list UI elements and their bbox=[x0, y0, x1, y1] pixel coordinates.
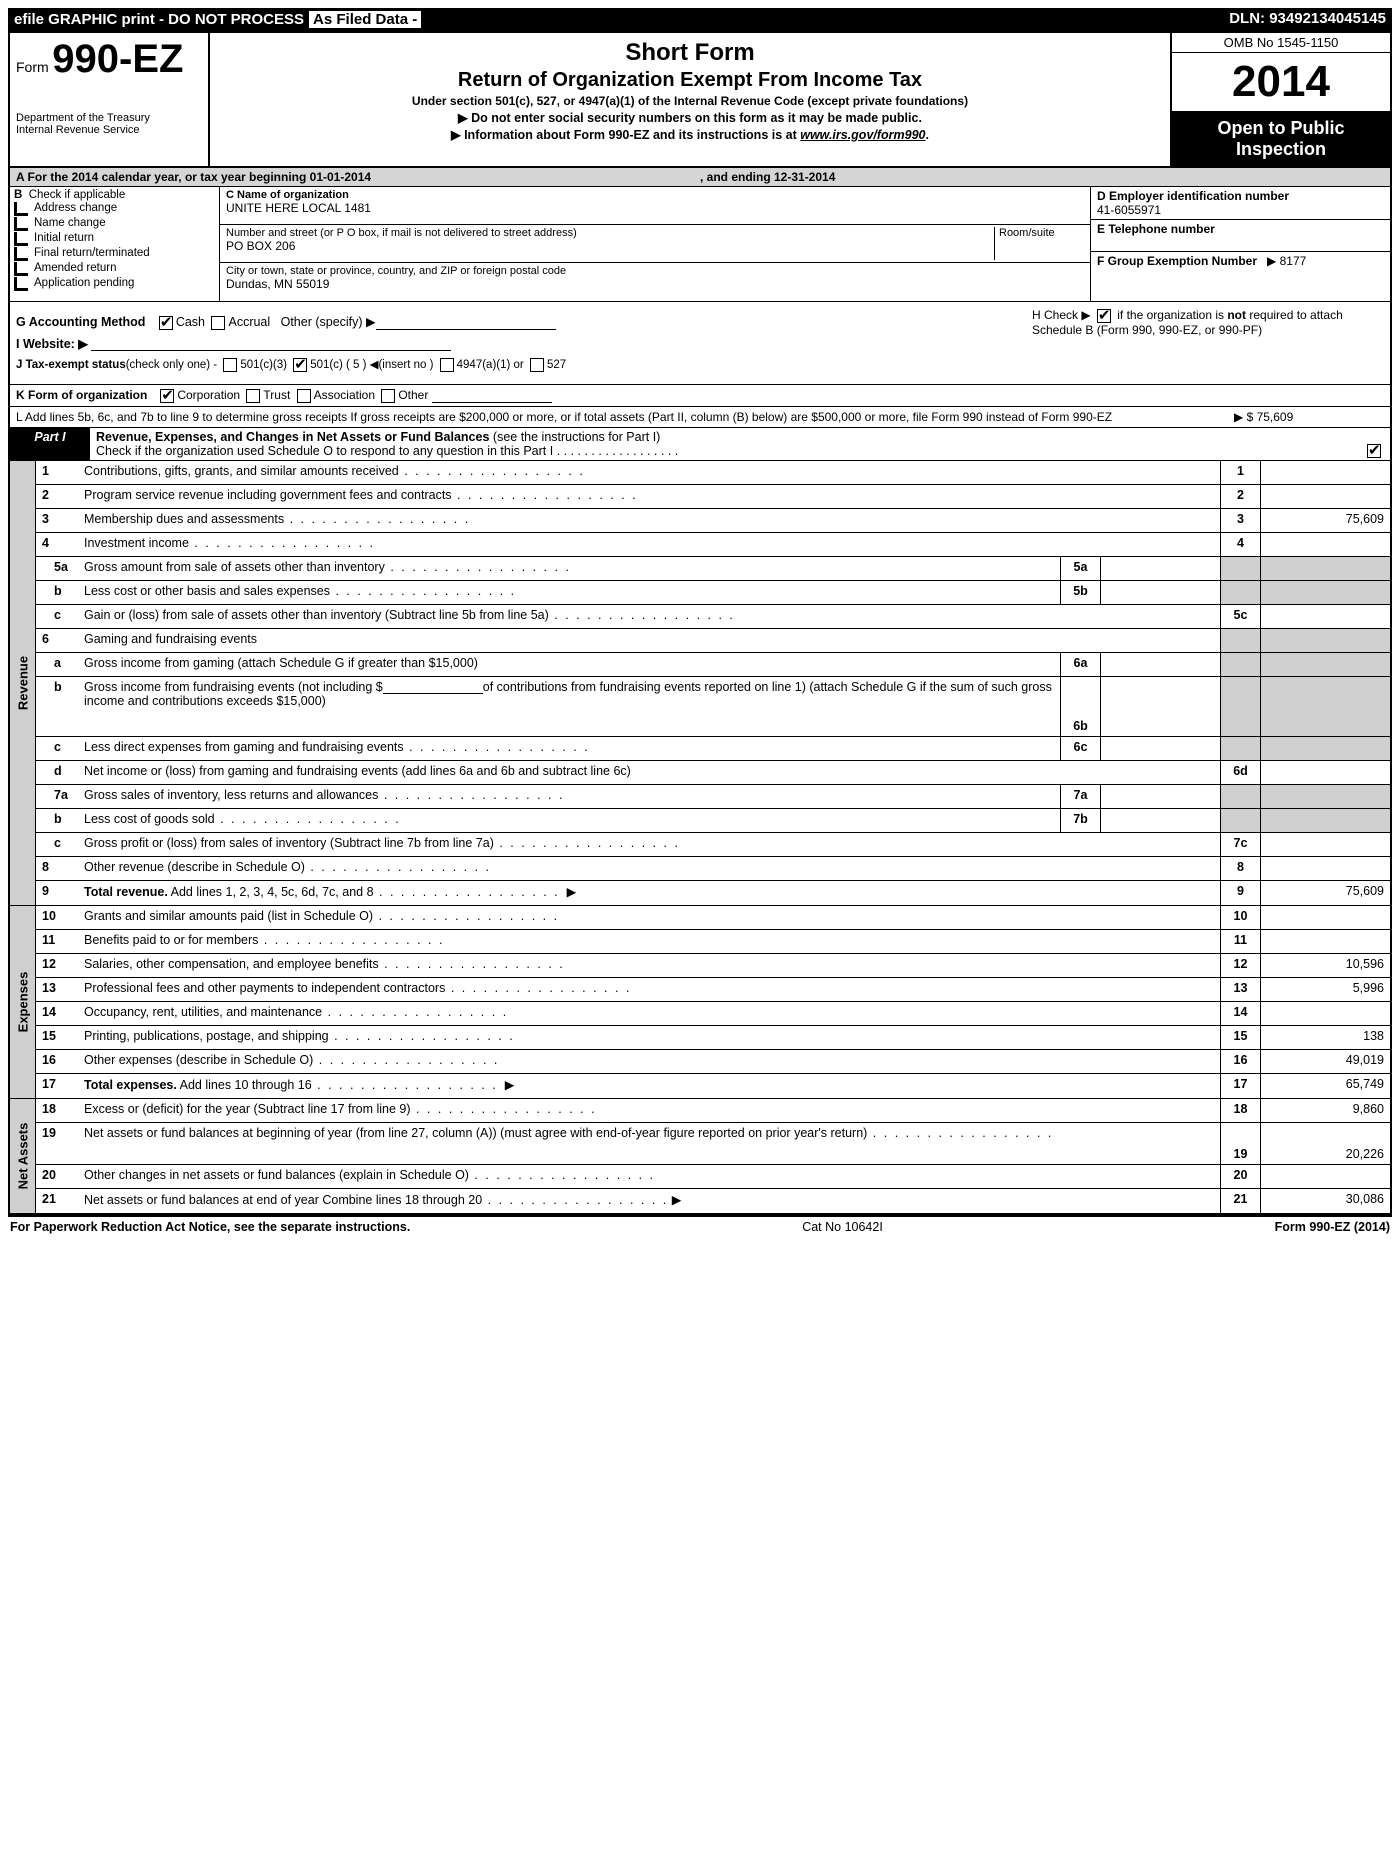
group-exemption: ▶ 8177 bbox=[1267, 254, 1306, 268]
chk-cash[interactable] bbox=[159, 316, 173, 330]
dept2: Internal Revenue Service bbox=[16, 124, 202, 136]
chk-accrual[interactable] bbox=[211, 316, 225, 330]
row-a-end: , and ending 12-31-2014 bbox=[700, 170, 835, 184]
chk-schedule-o[interactable] bbox=[1367, 444, 1381, 458]
val-18: 9,860 bbox=[1260, 1099, 1390, 1122]
omb: OMB No 1545-1150 bbox=[1172, 33, 1390, 53]
chk-initial[interactable] bbox=[14, 232, 28, 246]
dln: DLN: 93492134045145 bbox=[1229, 10, 1386, 29]
chk-schedule-b[interactable] bbox=[1097, 309, 1111, 323]
val-3: 75,609 bbox=[1260, 509, 1390, 532]
chk-name[interactable] bbox=[14, 217, 28, 231]
tax-year: 2014 bbox=[1172, 53, 1390, 112]
chk-address[interactable] bbox=[14, 202, 28, 216]
form-word: Form bbox=[16, 59, 49, 75]
chk-other-org[interactable] bbox=[381, 389, 395, 403]
c-col: C Name of organization UNITE HERE LOCAL … bbox=[220, 187, 1090, 301]
row-k: K Form of organization Corporation Trust… bbox=[10, 385, 1390, 407]
efile-label: efile GRAPHIC print - DO NOT PROCESS bbox=[14, 11, 304, 28]
as-filed-blank bbox=[426, 19, 444, 21]
revenue-grid: Revenue 1Contributions, gifts, grants, a… bbox=[10, 461, 1390, 906]
chk-501c3[interactable] bbox=[223, 358, 237, 372]
val-21: 30,086 bbox=[1260, 1189, 1390, 1213]
side-revenue: Revenue bbox=[15, 655, 30, 709]
chk-pending[interactable] bbox=[14, 277, 28, 291]
val-17: 65,749 bbox=[1260, 1074, 1390, 1098]
val-9: 75,609 bbox=[1260, 881, 1390, 905]
org-street: PO BOX 206 bbox=[226, 239, 994, 253]
chk-final[interactable] bbox=[14, 247, 28, 261]
side-netassets: Net Assets bbox=[15, 1122, 30, 1189]
ssn-line: ▶ Do not enter social security numbers o… bbox=[230, 110, 1150, 125]
part1-header: Part I Revenue, Expenses, and Changes in… bbox=[10, 428, 1390, 461]
h-block: H Check ▶ if the organization is not req… bbox=[1024, 308, 1384, 378]
form-number: 990-EZ bbox=[52, 37, 183, 81]
section-bcd: B Check if applicable Address change Nam… bbox=[10, 187, 1390, 302]
chk-4947[interactable] bbox=[440, 358, 454, 372]
val-12: 10,596 bbox=[1260, 954, 1390, 977]
main-title: Return of Organization Exempt From Incom… bbox=[230, 69, 1150, 92]
val-15: 138 bbox=[1260, 1026, 1390, 1049]
chk-amended[interactable] bbox=[14, 262, 28, 276]
under-section: Under section 501(c), 527, or 4947(a)(1)… bbox=[230, 94, 1150, 108]
row-a: A For the 2014 calendar year, or tax yea… bbox=[10, 168, 1390, 187]
val-19: 20,226 bbox=[1260, 1123, 1390, 1164]
form-col: Form 990-EZ Department of the Treasury I… bbox=[10, 33, 210, 166]
side-expenses: Expenses bbox=[15, 971, 30, 1032]
org-city: Dundas, MN 55019 bbox=[226, 277, 1084, 291]
ghij-block: G Accounting Method Cash Accrual Other (… bbox=[10, 302, 1390, 385]
open-public: Open to PublicInspection bbox=[1172, 112, 1390, 166]
chk-assoc[interactable] bbox=[297, 389, 311, 403]
netassets-grid: Net Assets 18Excess or (deficit) for the… bbox=[10, 1099, 1390, 1215]
top-black-bar: efile GRAPHIC print - DO NOT PROCESS As … bbox=[8, 8, 1392, 31]
year-col: OMB No 1545-1150 2014 Open to PublicInsp… bbox=[1170, 33, 1390, 166]
chk-trust[interactable] bbox=[246, 389, 260, 403]
title-col: Short Form Return of Organization Exempt… bbox=[210, 33, 1170, 166]
chk-527[interactable] bbox=[530, 358, 544, 372]
footer: For Paperwork Reduction Act Notice, see … bbox=[8, 1217, 1392, 1237]
expenses-grid: Expenses 10Grants and similar amounts pa… bbox=[10, 906, 1390, 1099]
ein: 41-6055971 bbox=[1097, 203, 1161, 217]
row-a-begin: A For the 2014 calendar year, or tax yea… bbox=[16, 170, 371, 184]
d-col: D Employer identification number 41-6055… bbox=[1090, 187, 1390, 301]
val-16: 49,019 bbox=[1260, 1050, 1390, 1073]
dept1: Department of the Treasury bbox=[16, 112, 202, 124]
gross-receipts: ▶ $ 75,609 bbox=[1234, 410, 1384, 424]
val-13: 5,996 bbox=[1260, 978, 1390, 1001]
info-line: ▶ Information about Form 990-EZ and its … bbox=[230, 127, 1150, 142]
chk-501c[interactable] bbox=[293, 358, 307, 372]
as-filed-box: As Filed Data - bbox=[308, 10, 422, 29]
chk-corp[interactable] bbox=[160, 389, 174, 403]
org-name: UNITE HERE LOCAL 1481 bbox=[226, 201, 1084, 215]
form-outer: Form 990-EZ Department of the Treasury I… bbox=[8, 31, 1392, 1217]
header-row: Form 990-EZ Department of the Treasury I… bbox=[10, 33, 1390, 168]
irs-link[interactable]: www.irs.gov/form990 bbox=[800, 128, 925, 142]
b-col: B Check if applicable Address change Nam… bbox=[10, 187, 220, 301]
short-form: Short Form bbox=[230, 39, 1150, 67]
row-l: L Add lines 5b, 6c, and 7b to line 9 to … bbox=[10, 407, 1390, 428]
